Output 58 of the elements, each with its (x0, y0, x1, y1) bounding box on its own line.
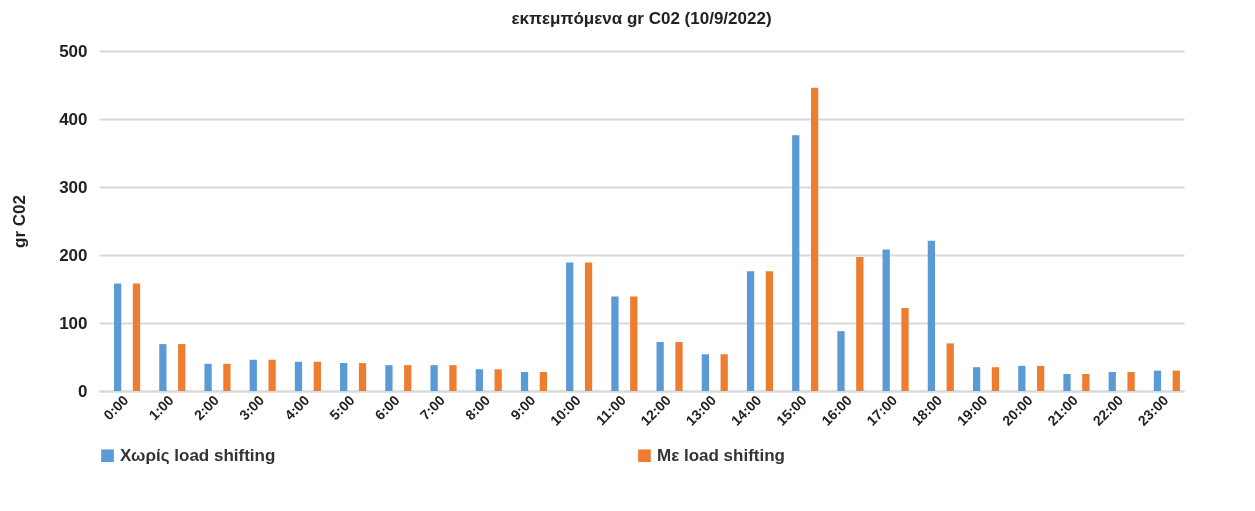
y-tick-label: 200 (59, 245, 88, 265)
bar (204, 363, 212, 391)
bar (159, 344, 167, 391)
bar (1153, 370, 1162, 391)
bar (611, 296, 619, 391)
bar (1037, 365, 1045, 391)
bar (882, 249, 890, 391)
bar (340, 363, 348, 391)
bar (539, 371, 547, 391)
bar (972, 367, 981, 391)
bar (1018, 365, 1026, 391)
bar (520, 371, 529, 391)
bar (675, 342, 683, 391)
bar (946, 343, 954, 391)
bar (494, 369, 502, 391)
bar (656, 342, 664, 391)
bar (430, 365, 438, 391)
bar (1127, 371, 1135, 391)
bar (792, 135, 800, 391)
bar (1108, 371, 1116, 391)
y-tick-label: 0 (78, 381, 88, 401)
bar (1172, 370, 1180, 391)
bar (132, 283, 141, 391)
bar (313, 361, 321, 391)
bar (991, 367, 1000, 391)
bar (475, 369, 483, 391)
chart-title: εκπεμπόμενα gr C02 (10/9/2022) (511, 9, 772, 28)
bar (358, 363, 367, 391)
bar (385, 365, 393, 391)
bar (765, 271, 774, 391)
bar (249, 359, 257, 391)
bar (268, 359, 276, 391)
bar (584, 262, 593, 391)
bar (720, 354, 728, 391)
bar (1063, 374, 1071, 391)
bar (927, 240, 936, 391)
bar (701, 354, 709, 391)
bar (837, 331, 845, 391)
bar (449, 365, 457, 391)
bar (223, 363, 231, 391)
legend-label: Χωρίς load shifting (120, 445, 276, 465)
y-axis-title: gr C02 (10, 195, 30, 248)
y-tick-label: 400 (59, 109, 88, 129)
legend-label: Με load shifting (657, 445, 785, 465)
bar (178, 344, 186, 391)
bar (566, 262, 574, 391)
bar (630, 296, 638, 391)
y-tick-label: 500 (59, 41, 88, 61)
bar (746, 271, 755, 391)
bar (901, 308, 909, 391)
y-tick-label: 300 (59, 177, 88, 197)
bar (810, 87, 819, 391)
y-tick-label: 100 (59, 313, 88, 333)
bar (114, 283, 122, 391)
bar (856, 257, 864, 391)
bar (404, 365, 412, 391)
bar (1082, 374, 1090, 391)
bar (294, 361, 303, 391)
